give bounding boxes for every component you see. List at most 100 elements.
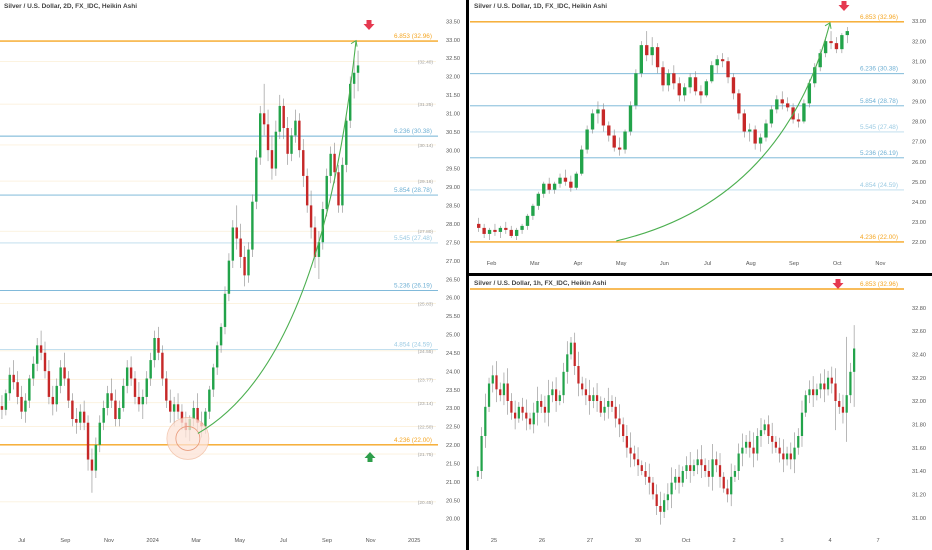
chart-panel-2d[interactable]: Silver / U.S. Dollar, 2D, FX_IDC, Heikin… [0,0,466,550]
candle-body [834,43,839,50]
candle-body [82,411,86,423]
candle-body [536,193,541,206]
fib-level-label: 4.236 (22.00) [860,234,898,241]
down-arrow-icon [838,1,850,11]
candle-body [661,67,665,86]
candle-body [24,400,27,412]
y-tick-label: 33.00 [912,19,926,25]
candle-body [707,471,710,477]
candle-body [499,389,502,396]
candle-body [16,382,19,397]
candle-body [259,113,262,158]
candle-body [596,109,600,114]
chart-panel-1h[interactable]: Silver / U.S. Dollar, 1h, FX_IDC, Heikin… [470,277,932,550]
y-tick-label: 33.00 [446,38,460,44]
y-tick-label: 27.50 [446,240,460,246]
candle-body [480,436,483,471]
candle-body [255,157,258,202]
x-tick-label: Jun [660,261,669,267]
y-tick-label: 23.50 [446,388,460,394]
candle-body [566,354,569,372]
x-tick-label: May [235,538,246,544]
candle-body [282,105,285,129]
chart-svg-1h[interactable]: 31.00 31.20 31.40 31.60 31.80 32.00 32.20 32.40… [470,277,932,550]
minor-level-label: (31.25) [418,102,434,108]
candle-body [317,242,321,257]
candle-body [826,377,830,390]
candle-body [219,326,223,346]
candle-body [573,342,576,366]
candle-body [674,476,677,483]
candle-body [618,418,621,425]
minor-level-label: (20.45) [418,500,434,506]
candle-body [742,113,746,132]
x-tick-label: 4 [828,538,831,544]
candle-body [243,256,246,276]
candle-body [592,395,595,401]
candle-body [79,411,82,423]
panel-divider-horizontal [466,273,932,276]
candle-body [509,229,513,236]
candle-body [493,229,497,232]
candle-body [477,223,481,228]
down-arrow-icon [363,20,375,30]
candle-body [333,153,336,173]
candle-body [692,465,696,471]
candle-body [223,293,227,327]
candle-body [584,389,588,396]
candle-body [71,400,74,420]
candle-body [585,129,589,150]
y-tick-label: 29.50 [446,167,460,173]
chart-svg-1d[interactable]: 22.00 23.00 24.00 25.00 26.00 27.00 28.00 29.00… [470,0,932,273]
y-tick-label: 27.00 [446,259,460,265]
candle-body [157,337,160,353]
candle-body [789,453,792,460]
candle-body [352,72,356,84]
chart-svg-2d[interactable]: 20.00 20.50 21.00 21.50 22.00 22.50 23.00 23.50… [0,0,466,550]
candle-body [748,441,751,448]
candle-body [286,128,289,154]
candle-body [133,378,137,397]
candle-body [20,396,23,412]
candle-body [581,383,584,390]
candle-body [793,447,796,460]
y-tick-label: 26.50 [446,277,460,283]
candle-body [636,459,640,466]
candle-body [577,366,580,384]
up-arrow-icon [364,452,376,462]
y-tick-label: 24.00 [912,200,926,206]
x-tick-label: Nov [104,538,114,544]
y-tick-label: 24.50 [446,351,460,357]
x-tick-label: 25 [491,538,497,544]
candle-body [227,260,231,294]
candle-body [823,41,828,54]
candle-body [648,476,651,483]
candle-body [720,59,725,62]
candle-body [521,406,524,413]
x-tick-label: Jul [704,261,711,267]
candle-body [90,459,94,471]
chart-panel-1d[interactable]: Silver / U.S. Dollar, 1D, FX_IDC, Heikin… [470,0,932,273]
fib-level-label: 5.545 (27.48) [860,124,898,131]
y-tick-label: 28.00 [446,222,460,228]
candle-body [640,465,643,471]
candle-body [758,137,763,144]
candle-body [122,385,125,408]
candle-body [345,120,348,165]
candle-body [659,506,662,512]
x-tick-label: 30 [635,538,641,544]
x-tick-label: 2024 [146,538,158,544]
candle-body [845,395,848,413]
candle-body [514,229,519,236]
candle-body [39,345,43,353]
candle-body [208,389,211,412]
candle-body [580,149,584,174]
candle-body [764,123,768,138]
y-tick-label: 25.00 [446,333,460,339]
chart-title-1d: Silver / U.S. Dollar, 1D, FX_IDC, Heikin… [474,3,608,10]
candle-body [623,131,627,150]
minor-level-label: (24.55) [418,349,434,355]
x-tick-label: Oct [682,538,691,544]
candle-body [75,419,78,423]
low-highlight-ring [175,426,201,451]
